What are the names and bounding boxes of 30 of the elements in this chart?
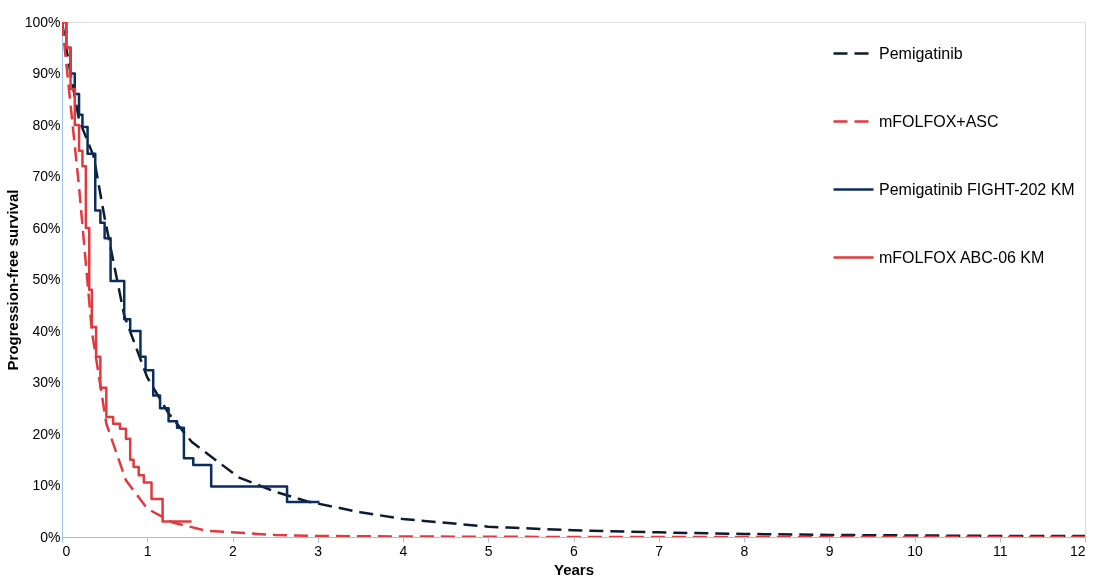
y-tick-label: 50% [32,271,61,287]
y-tick-label: 20% [32,425,61,442]
x-tick-label: 2 [229,542,238,559]
legend-label: mFOLFOX ABC-06 KM [879,248,1045,266]
x-tick-label: 5 [484,542,493,559]
y-tick-label: 90% [32,65,61,81]
x-tick-label: 12 [1069,542,1086,559]
y-tick-label: 70% [32,168,61,184]
x-tick-label: 0 [62,542,71,559]
legend-label: mFOLFOX+ASC [879,112,999,130]
x-tick-label: 1 [143,542,152,559]
legend-label: Pemigatinib FIGHT-202 KM [879,180,1075,198]
x-tick-label: 11 [992,542,1008,559]
x-tick-label: 3 [314,542,323,559]
legend-label: Pemigatinib [879,44,963,62]
y-tick-label: 60% [32,219,61,236]
x-tick-label: 4 [399,542,408,559]
y-tick-label: 30% [32,374,61,390]
x-tick-label: 9 [825,542,834,559]
y-tick-label: 100% [24,13,61,30]
y-axis-title: Progression-free survival [3,189,21,371]
y-tick-label: 80% [32,116,61,133]
x-tick-label: 6 [570,542,579,559]
x-tick-label: 7 [655,542,664,559]
x-tick-label: 8 [740,542,749,559]
x-axis-title: Years [553,560,595,578]
y-tick-label: 40% [32,322,61,339]
x-tick-label: 10 [907,542,923,559]
y-tick-label: 0% [40,528,61,545]
y-tick-label: 10% [32,477,61,493]
